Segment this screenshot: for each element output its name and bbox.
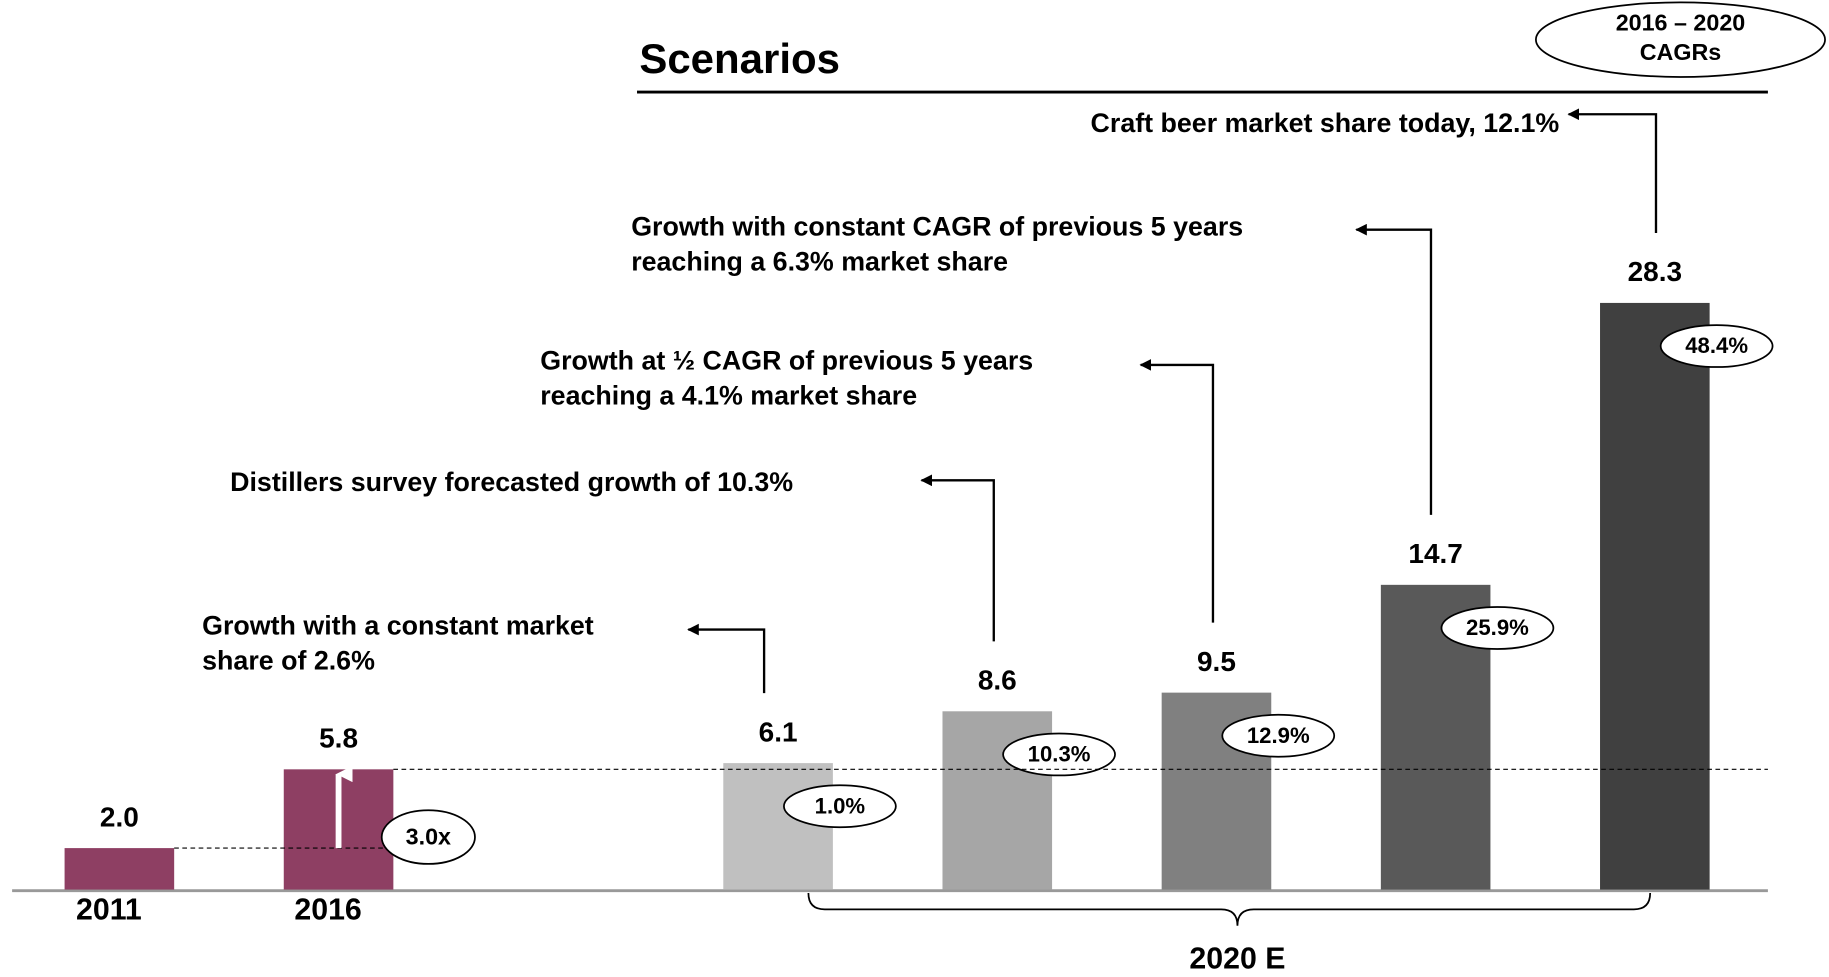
- annotation: Growth with constant CAGR of previous 5 …: [631, 212, 1243, 242]
- bar: [1600, 302, 1710, 890]
- group-brace: [807, 893, 1652, 926]
- value-label: 8.6: [978, 665, 1017, 696]
- cagr-ellipse: [783, 784, 897, 829]
- value-label: 2.0: [100, 801, 139, 832]
- annotation-arrow: [1139, 359, 1215, 623]
- value-label: 28.3: [1628, 256, 1682, 287]
- annotation: Growth with a constant market: [202, 610, 594, 640]
- value-label: 9.5: [1197, 646, 1236, 677]
- annotation: reaching a 4.1% market share: [540, 381, 917, 411]
- annotation: reaching a 6.3% market share: [631, 247, 1008, 277]
- annotation: Growth at ½ CAGR of previous 5 years: [540, 346, 1033, 376]
- cagr-note-ellipse: [1535, 1, 1826, 78]
- annotation: Distillers survey forecasted growth of 1…: [230, 467, 793, 497]
- annotation-arrow: [920, 474, 995, 642]
- x-tick-label: 2016: [294, 894, 361, 927]
- value-label: 14.7: [1408, 538, 1462, 569]
- annotation: share of 2.6%: [202, 645, 375, 675]
- cagr-label: 12.9%: [1247, 723, 1310, 748]
- x-tick-label: 2011: [76, 894, 142, 927]
- cagr-ellipse: [1002, 732, 1116, 777]
- bar: [64, 848, 175, 890]
- multiple-label: 3.0x: [406, 823, 451, 849]
- cagr-label: 48.4%: [1685, 333, 1748, 358]
- cagr-label: 25.9%: [1466, 615, 1529, 640]
- annotation-arrow: [1567, 108, 1658, 233]
- cagr-label: 1.0%: [815, 793, 866, 818]
- cagr-note: CAGRs: [1640, 39, 1722, 65]
- multiple-ellipse: [380, 809, 476, 865]
- bar: [723, 763, 833, 890]
- value-label: 5.8: [319, 723, 358, 754]
- chart-title: Scenarios: [639, 35, 840, 82]
- value-label: 6.1: [759, 716, 798, 747]
- cagr-ellipse: [1221, 713, 1336, 758]
- annotation: Craft beer market share today, 12.1%: [1091, 108, 1560, 138]
- cagr-label: 10.3%: [1028, 741, 1091, 766]
- annotation-arrow: [687, 623, 766, 694]
- annotation-arrow: [1355, 223, 1433, 515]
- cagr-ellipse: [1659, 324, 1774, 368]
- cagr-ellipse: [1440, 606, 1555, 650]
- cagr-note: 2016 – 2020: [1616, 10, 1746, 36]
- group-label: 2020 E: [1189, 943, 1285, 976]
